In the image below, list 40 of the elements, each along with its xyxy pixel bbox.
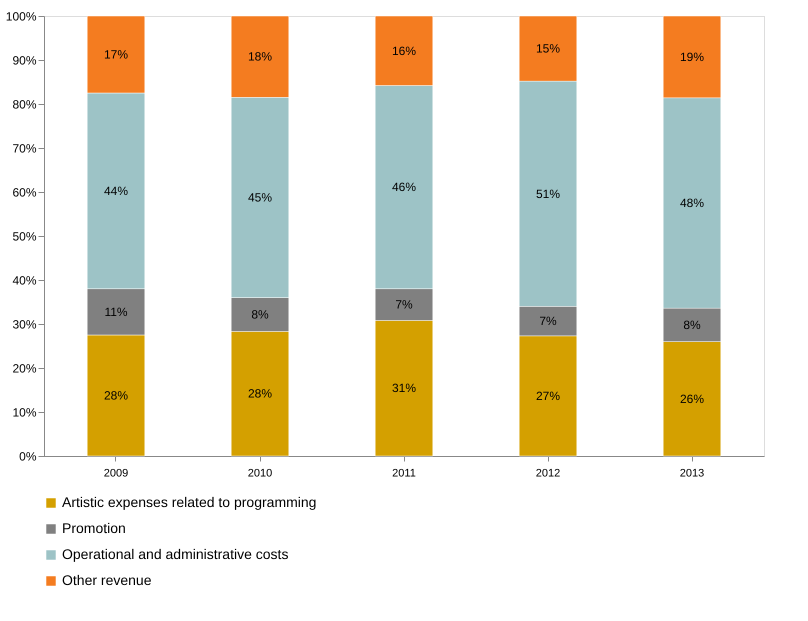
data-label: 27% xyxy=(536,388,560,403)
legend-label: Promotion xyxy=(62,520,126,536)
y-tick-label: 20% xyxy=(12,362,37,376)
data-label: 26% xyxy=(680,392,704,406)
data-label: 19% xyxy=(680,50,704,64)
x-tick-label: 2009 xyxy=(104,468,128,480)
x-tick-label: 2013 xyxy=(680,468,704,480)
data-label: 45% xyxy=(248,190,272,204)
legend-label: Operational and administrative costs xyxy=(62,546,288,562)
x-tick-label: 2010 xyxy=(248,468,272,480)
y-tick-label: 40% xyxy=(12,274,37,288)
data-label: 46% xyxy=(392,180,416,194)
data-label: 7% xyxy=(539,314,557,328)
y-tick-label: 90% xyxy=(12,54,37,68)
y-tick-label: 50% xyxy=(12,230,37,244)
data-label: 51% xyxy=(536,186,560,201)
y-tick-label: 60% xyxy=(12,186,37,200)
data-label: 31% xyxy=(392,381,416,396)
y-tick-label: 0% xyxy=(19,450,37,464)
y-tick-label: 10% xyxy=(12,406,37,420)
data-label: 28% xyxy=(248,386,272,401)
data-label: 44% xyxy=(104,184,128,198)
y-tick-label: 80% xyxy=(12,98,37,112)
data-label: 7% xyxy=(395,298,413,312)
data-label: 8% xyxy=(683,318,701,332)
legend-label: Other revenue xyxy=(62,572,152,588)
data-label: 16% xyxy=(392,44,416,58)
data-label: 15% xyxy=(536,42,560,56)
y-tick-label: 30% xyxy=(12,318,37,332)
legend-label: Artistic expenses related to programming xyxy=(62,494,316,510)
data-label: 18% xyxy=(248,50,272,64)
x-tick-label: 2011 xyxy=(392,468,416,480)
data-label: 28% xyxy=(104,388,128,402)
y-tick-label: 70% xyxy=(12,142,37,156)
data-label: 8% xyxy=(251,308,269,322)
x-tick-label: 2012 xyxy=(536,468,560,480)
data-label: 11% xyxy=(104,304,128,319)
data-label: 48% xyxy=(680,196,704,210)
y-tick-label: 100% xyxy=(6,10,37,24)
data-label: 17% xyxy=(104,48,128,62)
